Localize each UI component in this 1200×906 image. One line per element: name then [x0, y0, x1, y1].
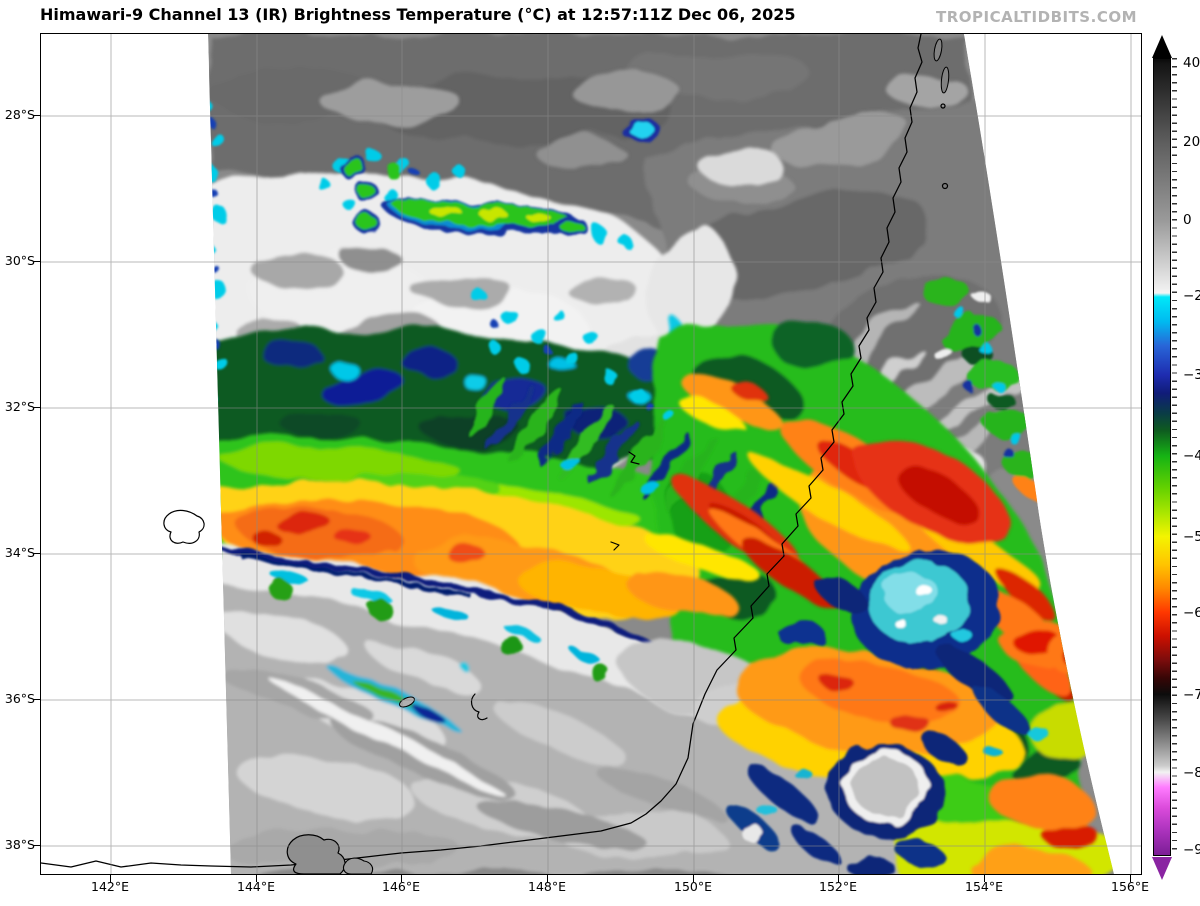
- colorbar-tick-label: 20: [1183, 134, 1200, 150]
- colorbar-tick-label: −60: [1183, 605, 1200, 621]
- coastline-overlay: [41, 34, 950, 874]
- kangaroo-island-outline: [163, 509, 205, 544]
- colorbar-tick-label: −30: [1183, 367, 1200, 383]
- satellite-imagery: [41, 34, 1141, 874]
- lon-tick-label: 144°E: [236, 879, 276, 894]
- island-outline: [933, 38, 943, 62]
- lon-tick: [838, 875, 840, 882]
- island-outline: [940, 66, 950, 94]
- lon-tick-label: 146°E: [381, 879, 421, 894]
- lake-outline: [610, 541, 620, 551]
- lon-tick-label: 156°E: [1110, 879, 1150, 894]
- lon-tick-label: 152°E: [818, 879, 858, 894]
- lake-outline: [628, 451, 640, 465]
- lon-tick-label: 142°E: [90, 879, 130, 894]
- lon-tick: [1130, 875, 1132, 882]
- colorbar-minor-ticks: [1172, 58, 1177, 856]
- cloud-layer-slant-streaks: [465, 377, 779, 531]
- colorbar-arrow-up-icon: [1152, 35, 1172, 58]
- colorbar-tick-label: −50: [1183, 529, 1200, 545]
- lat-tick: [33, 115, 41, 117]
- western-port-outline: [342, 857, 374, 874]
- colorbar-tick-label: 0: [1183, 212, 1192, 228]
- cloud-layer-teal-blob: [777, 550, 1050, 757]
- lon-tick-label: 154°E: [964, 879, 1004, 894]
- graticule: [41, 34, 1141, 874]
- lat-tick: [33, 261, 41, 263]
- lat-tick: [33, 845, 41, 847]
- lat-tick: [33, 553, 41, 555]
- figure-title: Himawari-9 Channel 13 (IR) Brightness Te…: [40, 5, 796, 24]
- lon-tick: [401, 875, 403, 882]
- lon-tick: [693, 875, 695, 882]
- site-watermark: TROPICALTIDBITS.COM: [936, 8, 1137, 26]
- cloud-layer-gray-cell: [724, 731, 967, 874]
- island-outline: [941, 182, 949, 190]
- lat-tick-label: 36°S: [4, 691, 35, 706]
- colorbar-tick-label: −20: [1183, 288, 1200, 304]
- island-outline: [940, 103, 946, 109]
- lat-tick-label: 32°S: [4, 399, 35, 414]
- lon-tick: [984, 875, 986, 882]
- map-plot: [40, 33, 1142, 875]
- colorbar-arrow-down-icon: [1152, 857, 1172, 880]
- lon-tick: [256, 875, 258, 882]
- colorbar-tick-label: −80: [1183, 765, 1200, 781]
- coastline-path: [41, 34, 923, 868]
- lat-tick: [33, 407, 41, 409]
- colorbar-tick-label: −90: [1183, 842, 1200, 858]
- colorbar-gradient: [1153, 58, 1171, 856]
- lat-tick-label: 38°S: [4, 837, 35, 852]
- lon-tick: [547, 875, 549, 882]
- colorbar-tick-label: 40: [1183, 55, 1200, 71]
- lat-tick-label: 34°S: [4, 545, 35, 560]
- lat-tick-label: 28°S: [4, 107, 35, 122]
- lat-tick: [33, 699, 41, 701]
- lon-tick: [110, 875, 112, 882]
- cloud-layer-red-streaks: [676, 374, 1114, 874]
- colorbar-tick-label: −40: [1183, 448, 1200, 464]
- lon-tick-label: 148°E: [527, 879, 567, 894]
- colorbar-tick-label: −70: [1183, 687, 1200, 703]
- lat-tick-label: 30°S: [4, 253, 35, 268]
- lon-tick-label: 150°E: [673, 879, 713, 894]
